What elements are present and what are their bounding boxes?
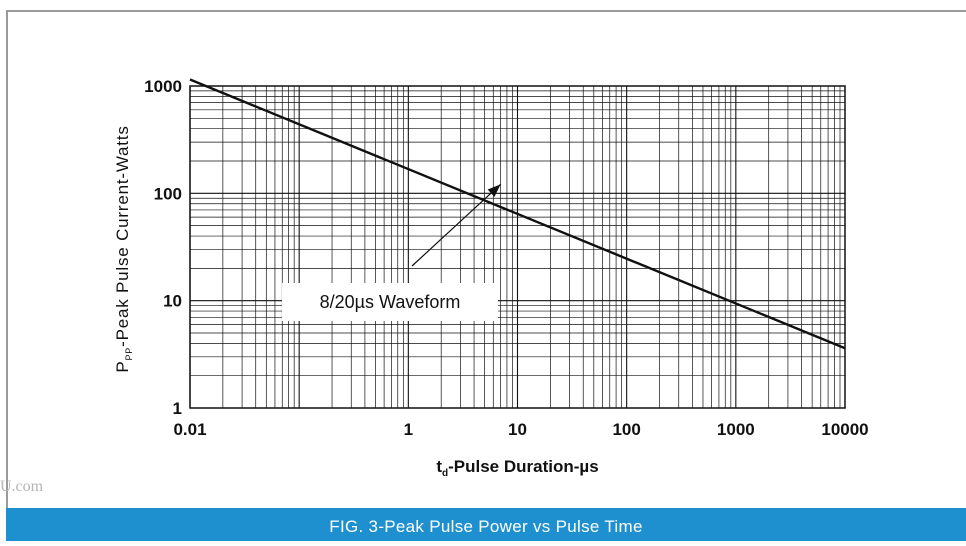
grid bbox=[189, 86, 845, 409]
annotation-arrowhead bbox=[487, 184, 501, 197]
y-axis-title-sub: PP bbox=[124, 347, 134, 361]
chart-frame bbox=[6, 10, 966, 541]
y-tick-label: 1 bbox=[173, 399, 182, 418]
x-axis-title-rest: -Pulse Duration-µs bbox=[448, 457, 599, 476]
x-tick-label: 10 bbox=[508, 420, 527, 439]
x-tick-label: 1000 bbox=[717, 420, 755, 439]
annotation-label: 8/20µs Waveform bbox=[320, 292, 461, 312]
x-tick-label: 10000 bbox=[821, 420, 868, 439]
y-tick-label: 100 bbox=[154, 184, 182, 203]
series-line bbox=[189, 78, 846, 350]
y-tick-labels: 1000 100 10 1 bbox=[144, 77, 182, 418]
y-axis-title-main: P bbox=[113, 361, 132, 373]
annotation-label-box bbox=[282, 283, 498, 321]
y-axis-title-rest: -Peak Pulse Current-Watts bbox=[113, 125, 132, 347]
y-tick-label: 10 bbox=[163, 292, 182, 311]
y-tick-label: 1000 bbox=[144, 77, 182, 96]
x-tick-label: 1 bbox=[404, 420, 413, 439]
plot-border bbox=[189, 85, 846, 409]
figure-caption: FIG. 3-Peak Pulse Power vs Pulse Time bbox=[6, 508, 966, 541]
series-group bbox=[189, 78, 846, 350]
annotation-group: 8/20µs Waveform bbox=[282, 183, 501, 321]
x-axis-title: td-Pulse Duration-µs bbox=[436, 457, 598, 479]
x-tick-labels: 0.01 1 10 100 1000 10000 bbox=[173, 420, 868, 439]
x-tick-label: 100 bbox=[612, 420, 640, 439]
watermark: U.com bbox=[0, 478, 44, 495]
x-axis-title-sub: d bbox=[442, 468, 448, 479]
y-axis-title: PPP-Peak Pulse Current-Watts bbox=[113, 125, 134, 372]
annotation-leader-line bbox=[411, 183, 501, 267]
x-axis-title-main: t bbox=[436, 457, 442, 476]
x-tick-label: 0.01 bbox=[173, 420, 206, 439]
